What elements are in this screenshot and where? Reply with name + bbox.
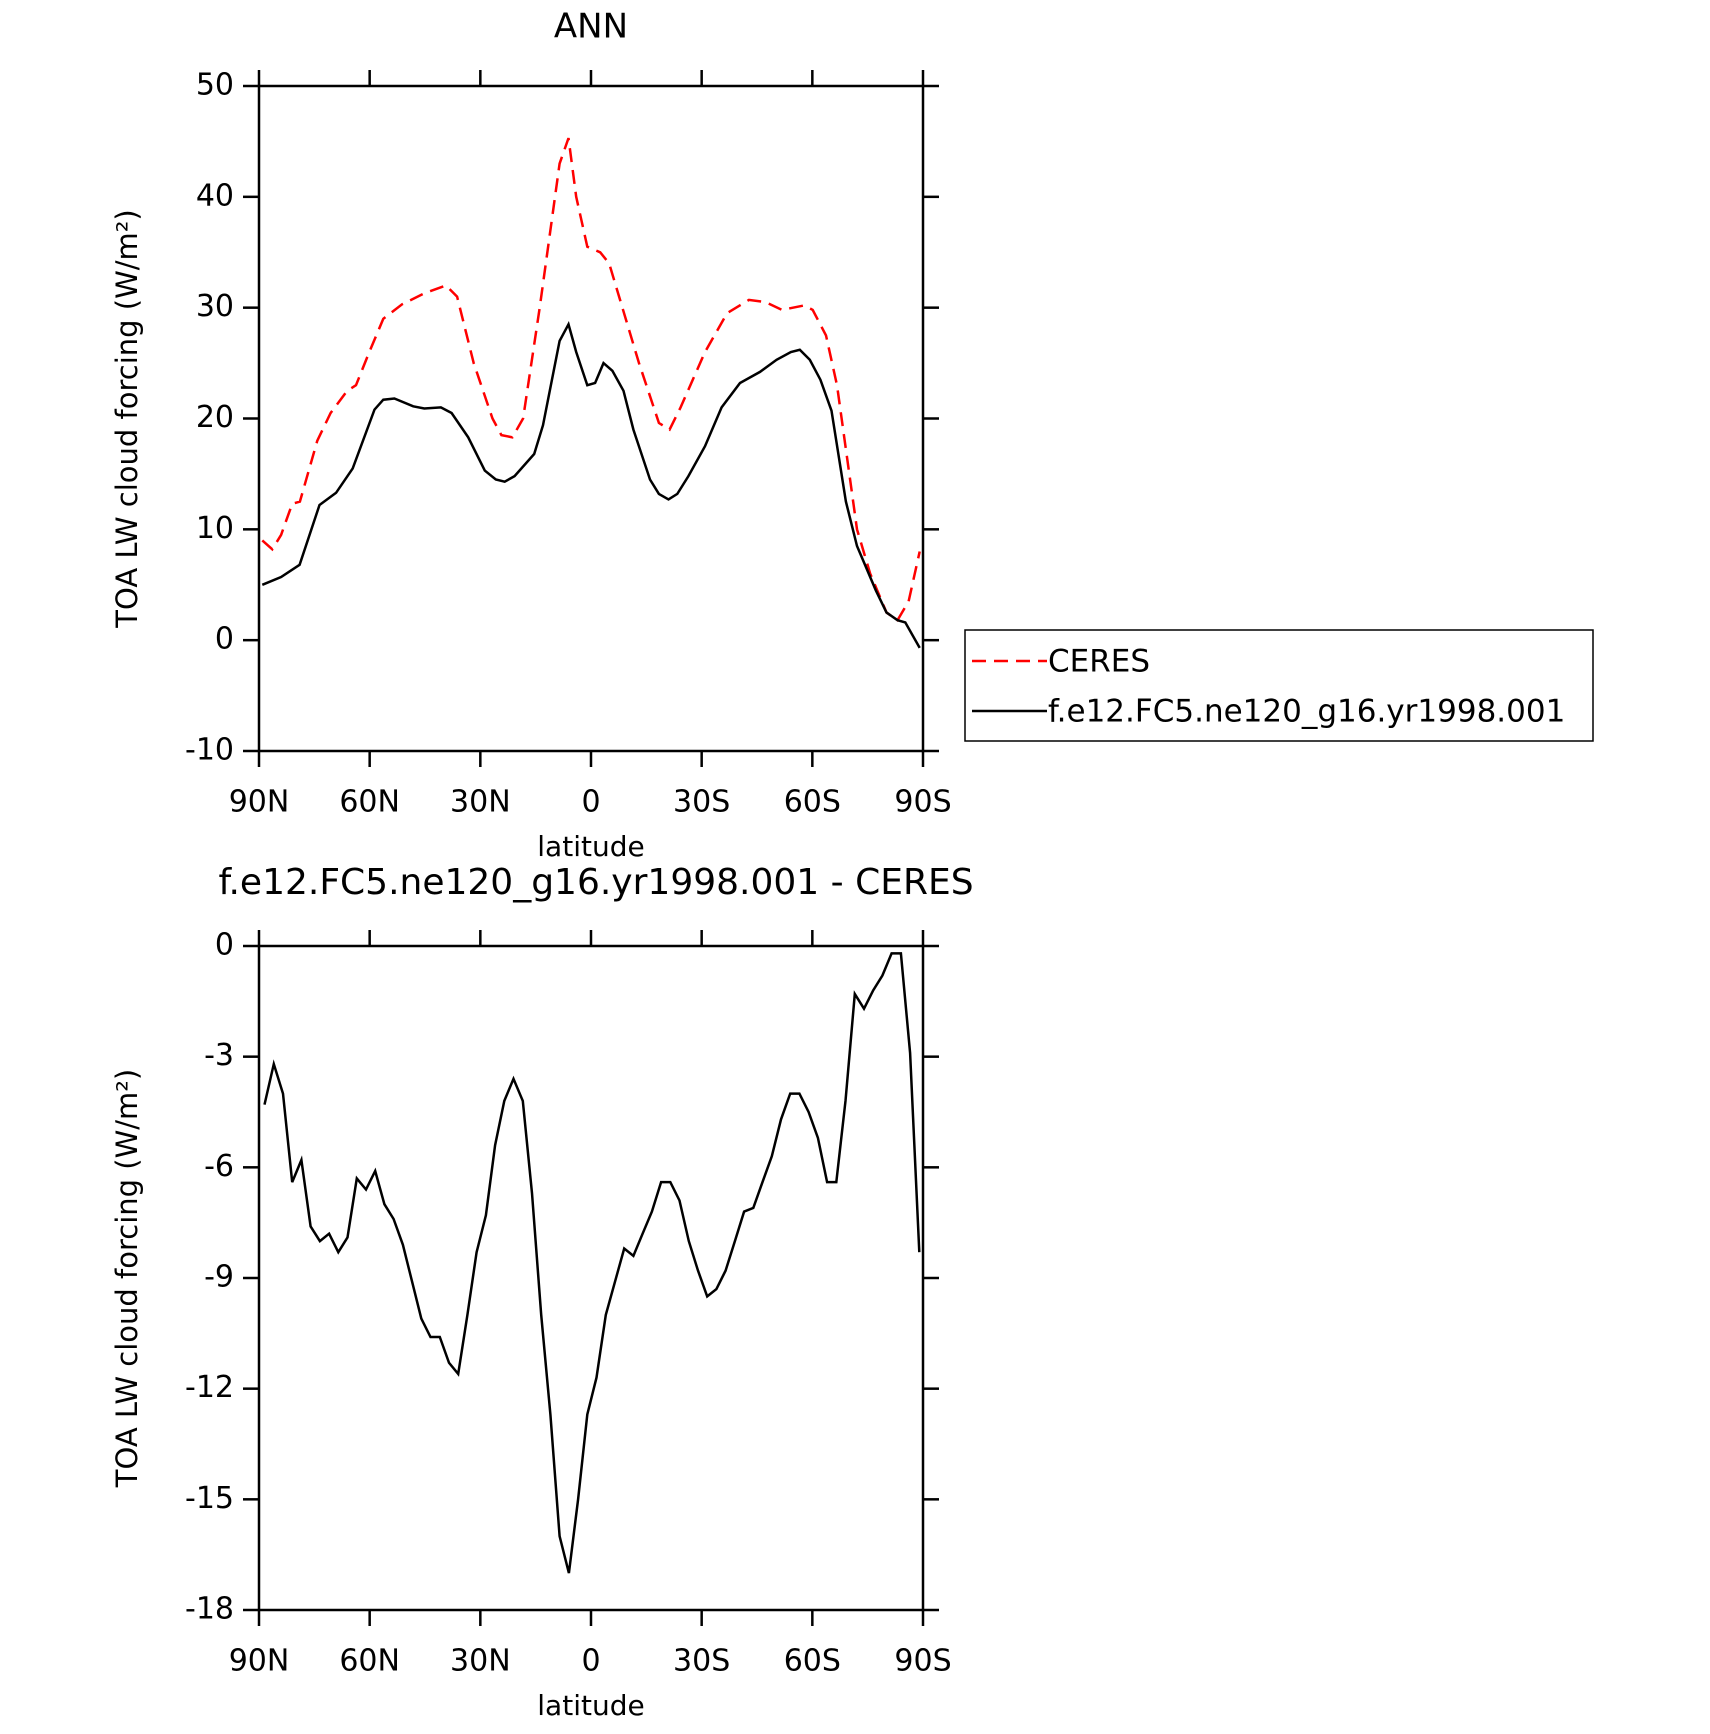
- plot-frame: [257, 944, 925, 1612]
- x-tick-label: 30N: [450, 785, 511, 820]
- chart-title: f.e12.FC5.ne120_g16.yr1998.001 - CERES: [218, 862, 973, 903]
- x-tick-label: 60N: [339, 785, 400, 820]
- x-tick-label: 90S: [894, 1644, 951, 1679]
- y-tick-label: 50: [196, 68, 234, 103]
- y-axis-label: TOA LW cloud forcing (W/m²): [110, 209, 144, 628]
- y-tick-label: 40: [196, 178, 234, 213]
- x-tick-label: 0: [581, 1644, 600, 1679]
- y-tick-label: 30: [196, 289, 234, 324]
- x-tick-label: 30N: [450, 1644, 511, 1679]
- series-line: [261, 320, 921, 649]
- y-tick-label: -18: [185, 1592, 234, 1627]
- y-tick-label: 10: [196, 511, 234, 546]
- plot-frame: [257, 84, 925, 753]
- x-axis-label: latitude: [537, 1689, 644, 1722]
- x-tick-label: 90N: [229, 785, 290, 820]
- x-tick-label: 90N: [229, 1644, 290, 1679]
- y-tick-label: 0: [215, 622, 234, 657]
- legend-label: f.e12.FC5.ne120_g16.yr1998.001: [1048, 694, 1565, 730]
- x-tick-label: 60S: [784, 785, 841, 820]
- x-axis-label: latitude: [537, 830, 644, 863]
- y-axis-label: TOA LW cloud forcing (W/m²): [110, 1069, 144, 1488]
- y-tick-label: -15: [185, 1481, 234, 1516]
- y-tick-label: -3: [204, 1038, 234, 1073]
- y-tick-label: -12: [185, 1370, 234, 1405]
- series-line: [261, 137, 921, 622]
- x-tick-label: 0: [581, 785, 600, 820]
- legend-label: CERES: [1048, 644, 1150, 680]
- y-tick-label: 20: [196, 400, 234, 435]
- y-tick-label: -9: [204, 1260, 234, 1295]
- y-tick-label: 0: [215, 928, 234, 963]
- y-tick-label: -10: [185, 733, 234, 768]
- x-tick-label: 90S: [894, 785, 951, 820]
- x-tick-label: 30S: [673, 785, 730, 820]
- x-tick-label: 60S: [784, 1644, 841, 1679]
- x-tick-label: 60N: [339, 1644, 400, 1679]
- series-line: [263, 952, 921, 1574]
- chart-title: ANN: [554, 7, 628, 47]
- x-tick-label: 30S: [673, 1644, 730, 1679]
- legend-box: [964, 629, 1594, 742]
- y-tick-label: -6: [204, 1149, 234, 1184]
